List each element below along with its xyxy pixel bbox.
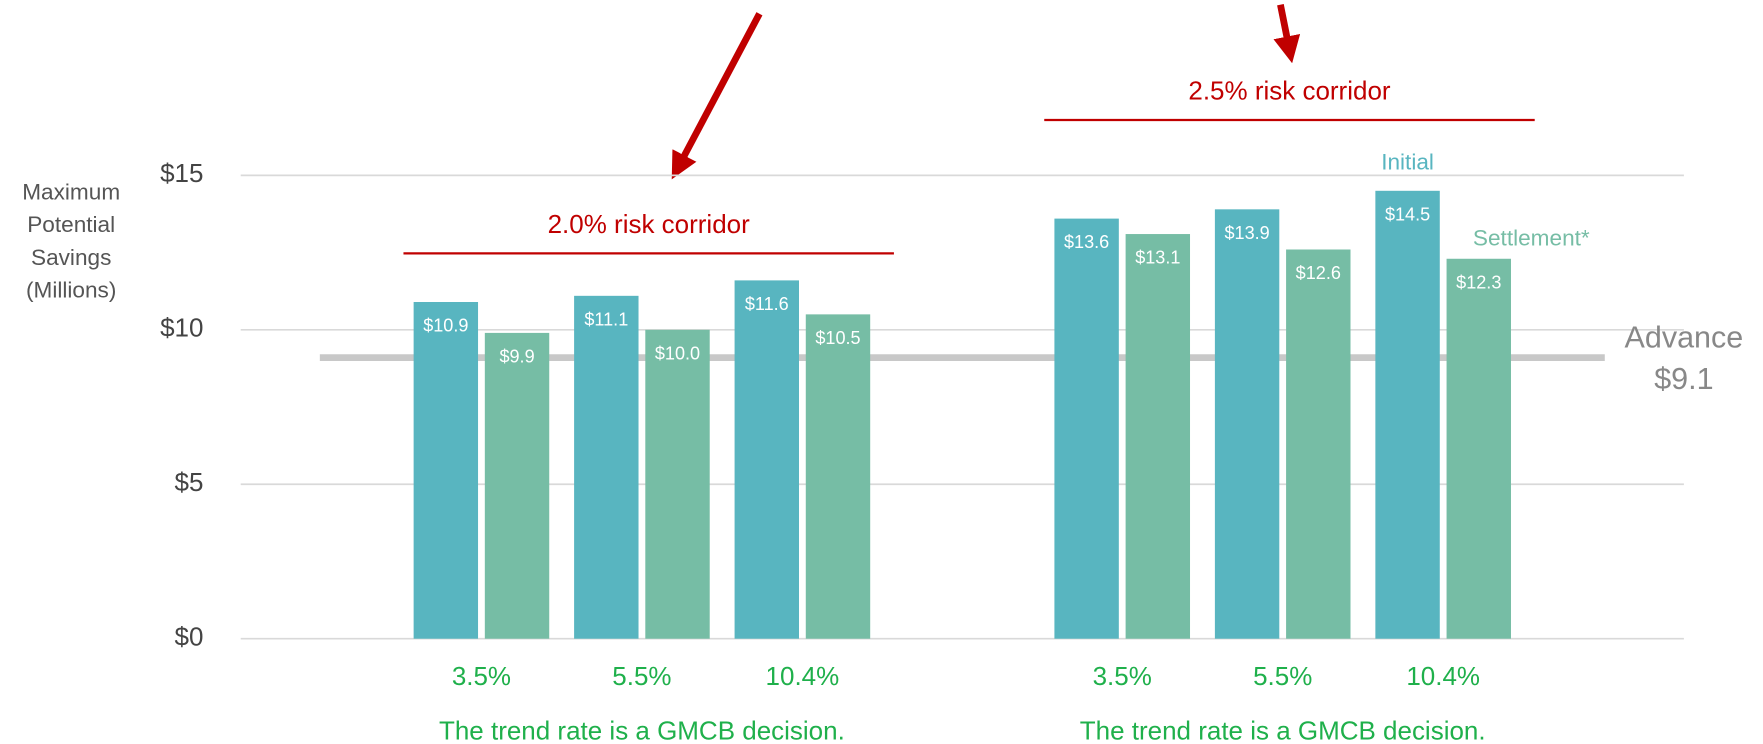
y-axis-label: (Millions) [26, 278, 116, 303]
bar [1286, 249, 1351, 639]
value-label: $13.6 [1064, 232, 1109, 252]
bar [805, 314, 871, 639]
x-tick-label: 3.5% [1093, 661, 1152, 691]
legend-label: Settlement* [1473, 226, 1590, 251]
bar [574, 295, 639, 639]
value-label: $12.3 [1456, 272, 1501, 292]
bar [734, 280, 800, 639]
y-tick-label: $0 [175, 622, 204, 652]
reference-value: $9.1 [1654, 362, 1713, 396]
value-label: $13.1 [1135, 248, 1180, 268]
arrow [1273, 4, 1301, 64]
value-label: $11.6 [745, 294, 789, 314]
group-note: The trend rate is a GMCB decision. [1080, 715, 1486, 744]
corridor-label: 2.5% risk corridor [1188, 76, 1391, 106]
group-note: The trend rate is a GMCB decision. [439, 715, 845, 744]
x-tick-label: 5.5% [1253, 661, 1312, 691]
value-label: $10.0 [655, 343, 700, 363]
value-label: $9.9 [499, 347, 534, 367]
bar [1446, 258, 1511, 639]
reference-label: Advance [1625, 320, 1744, 354]
y-tick-label: $10 [160, 313, 203, 343]
x-tick-label: 10.4% [766, 661, 840, 691]
value-label: $10.5 [815, 328, 860, 348]
x-tick-label: 3.5% [452, 661, 511, 691]
y-axis-label: Maximum [22, 179, 120, 204]
corridor-label: 2.0% risk corridor [548, 209, 750, 239]
bar [1375, 190, 1440, 639]
bar [413, 302, 479, 639]
y-axis-label: Savings [31, 245, 111, 270]
value-label: $14.5 [1385, 204, 1430, 224]
bar [1054, 218, 1119, 639]
bar [1214, 209, 1280, 639]
bar [1125, 234, 1191, 639]
y-tick-label: $5 [175, 467, 204, 497]
bar [484, 332, 550, 639]
legend-label: Initial [1381, 150, 1434, 175]
arrow [671, 12, 763, 180]
value-label: $11.1 [584, 309, 628, 329]
value-label: $12.6 [1296, 263, 1341, 283]
bar [645, 329, 710, 639]
value-label: $10.9 [423, 316, 468, 336]
value-label: $13.9 [1224, 223, 1269, 243]
y-axis-label: Potential [27, 212, 115, 237]
x-tick-label: 10.4% [1406, 661, 1480, 691]
y-tick-label: $15 [160, 158, 203, 188]
x-tick-label: 5.5% [612, 661, 671, 691]
